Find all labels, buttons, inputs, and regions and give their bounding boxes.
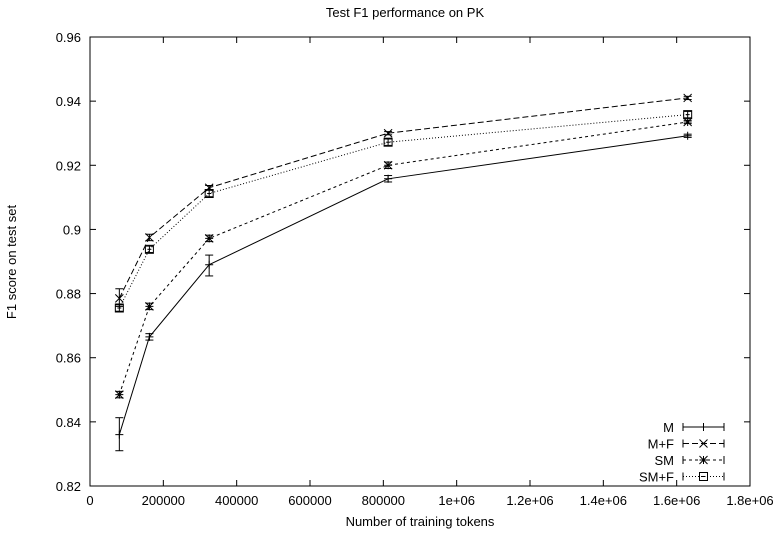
data-point bbox=[383, 128, 393, 138]
data-point bbox=[145, 233, 154, 242]
x-tick-label: 1e+06 bbox=[438, 493, 475, 508]
legend-item: SM+F bbox=[639, 470, 725, 485]
legend-marker bbox=[699, 423, 708, 431]
x-tick-label: 200000 bbox=[142, 493, 185, 508]
y-axis: 0.82 0.84 0.86 0.88 0.9 0.92 0.94 0.96 bbox=[56, 30, 750, 494]
y-tick-label: 0.82 bbox=[56, 479, 81, 494]
data-point bbox=[115, 430, 124, 439]
series-m bbox=[115, 131, 692, 452]
y-axis-title: F1 score on test set bbox=[4, 205, 19, 320]
y-tick-label: 0.96 bbox=[56, 30, 81, 45]
x-axis-title: Number of training tokens bbox=[346, 514, 495, 529]
legend-label: M+F bbox=[648, 437, 674, 452]
series-m-f bbox=[114, 93, 693, 307]
data-point bbox=[383, 160, 393, 170]
y-tick-label: 0.9 bbox=[63, 222, 81, 237]
data-point bbox=[144, 244, 154, 254]
data-point bbox=[114, 294, 124, 303]
x-tick-label: 0 bbox=[86, 493, 93, 508]
legend-label: SM+F bbox=[639, 470, 674, 485]
x-tick-label: 800000 bbox=[362, 493, 405, 508]
series-line bbox=[118, 114, 688, 309]
data-point bbox=[683, 93, 693, 103]
data-point bbox=[145, 302, 154, 311]
y-tick-label: 0.84 bbox=[56, 415, 81, 430]
y-tick-label: 0.88 bbox=[56, 287, 81, 302]
legend: M M+FSM SM+F bbox=[639, 420, 725, 485]
data-point bbox=[204, 189, 214, 199]
x-tick-label: 1.2e+06 bbox=[506, 493, 553, 508]
data-point bbox=[683, 117, 693, 127]
plot-frame bbox=[89, 36, 751, 487]
series-line bbox=[118, 121, 688, 395]
x-tick-label: 1.6e+06 bbox=[653, 493, 700, 508]
legend-label: M bbox=[663, 420, 674, 435]
data-point bbox=[205, 260, 214, 269]
data-point bbox=[384, 174, 393, 183]
x-tick-label: 600000 bbox=[288, 493, 331, 508]
data-point bbox=[204, 234, 214, 243]
legend-marker bbox=[699, 439, 708, 448]
x-tick-label: 400000 bbox=[215, 493, 258, 508]
data-point bbox=[683, 131, 692, 140]
x-axis: 0 200000 400000 600000 800000 1e+06 1.2e+06 1.4… bbox=[86, 37, 774, 508]
series-line bbox=[118, 135, 688, 435]
data-point bbox=[383, 137, 393, 147]
series-sm bbox=[114, 117, 693, 399]
data-point bbox=[145, 332, 154, 341]
legend-item: M bbox=[663, 420, 725, 435]
chart-title: Test F1 performance on PK bbox=[326, 5, 485, 20]
legend-item: SM bbox=[655, 453, 725, 468]
series-layer bbox=[114, 93, 693, 452]
legend-label: SM bbox=[655, 453, 675, 468]
legend-marker bbox=[699, 455, 708, 465]
legend-marker bbox=[699, 472, 708, 481]
series-sm-f bbox=[114, 110, 693, 313]
x-tick-label: 1.4e+06 bbox=[580, 493, 627, 508]
data-point bbox=[114, 390, 124, 399]
data-point bbox=[114, 303, 124, 313]
y-tick-label: 0.94 bbox=[56, 94, 81, 109]
legend-item: M+F bbox=[648, 437, 725, 452]
data-point bbox=[683, 110, 693, 120]
x-tick-label: 1.8e+06 bbox=[726, 493, 773, 508]
y-tick-label: 0.92 bbox=[56, 158, 81, 173]
y-tick-label: 0.86 bbox=[56, 351, 81, 366]
